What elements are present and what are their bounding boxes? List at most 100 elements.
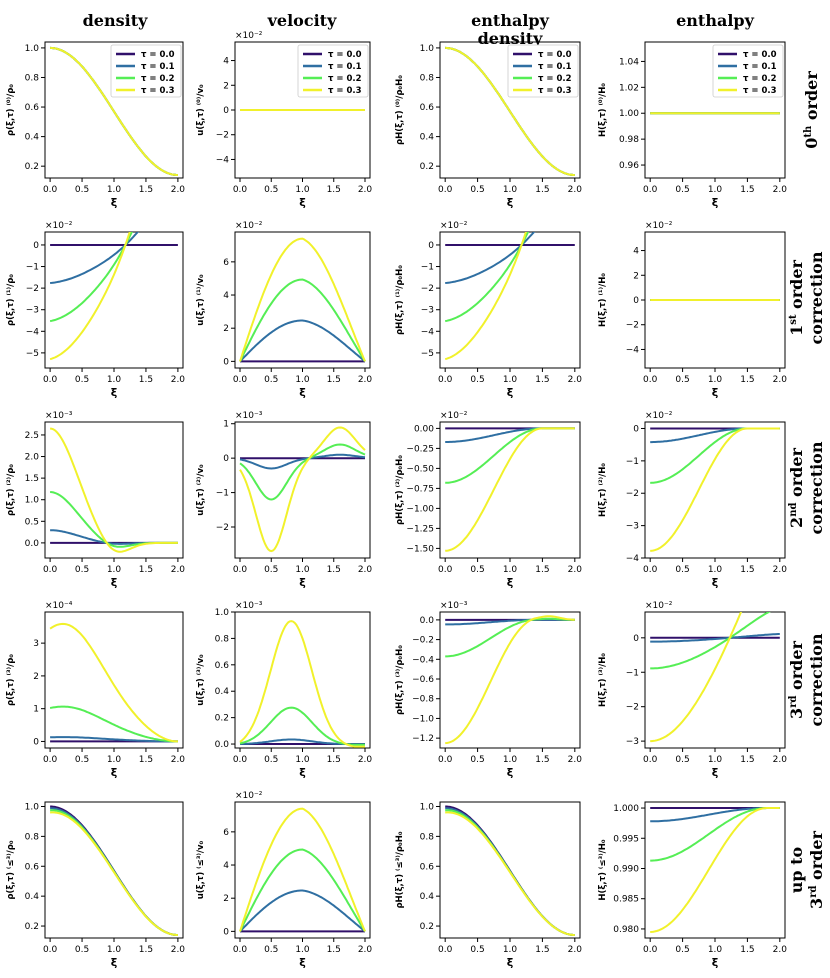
- axis-multiplier: ×10⁻³: [235, 411, 263, 421]
- axis-multiplier: ×10⁻³: [235, 601, 263, 611]
- row-title-sup: rd: [788, 696, 799, 708]
- y-tick-label: 4: [223, 57, 229, 67]
- series-line-tau-3: [445, 46, 575, 176]
- x-tick-label: 2.0: [358, 185, 373, 195]
- y-tick-label: 1.0: [25, 44, 40, 54]
- series-line-tau-3: [445, 811, 575, 936]
- y-tick-label: −3: [421, 306, 434, 316]
- y-tick-label: 3: [33, 639, 39, 649]
- y-tick-label: 1.0: [420, 44, 435, 54]
- y-tick-label: 0.00: [414, 424, 434, 434]
- x-tick-label: 1.5: [139, 375, 153, 385]
- x-tick-label: 2.0: [358, 375, 373, 385]
- x-tick-label: 1.0: [107, 565, 122, 575]
- x-tick-label: 2.0: [773, 185, 788, 195]
- y-tick-label: −0.50: [406, 464, 434, 474]
- row-title: 0th order: [802, 71, 821, 149]
- axis-multiplier: ×10⁻²: [235, 221, 263, 231]
- row-title-line2-main: correction: [807, 251, 826, 344]
- x-tick-label: 2.0: [358, 945, 373, 955]
- panel-r2-c1: 0.0 0.5 1.0 1.5 2.0 ξ −2 −1 0 1 u(ξ,τ) ⁽²⁾/v₀ ×10⁻³: [196, 411, 372, 589]
- y-axis-label: H(ξ,τ) ⁽⁰⁾/H₀: [598, 83, 608, 137]
- axis-multiplier: ×10⁻³: [440, 601, 468, 611]
- legend-label: τ = 0.1: [743, 62, 777, 72]
- x-tick-label: 1.5: [327, 375, 341, 385]
- y-tick-label: 0.2: [420, 922, 434, 932]
- y-tick-label: 0.8: [420, 832, 435, 842]
- x-tick-label: 0.0: [233, 755, 248, 765]
- series-line-tau-3: [50, 811, 178, 936]
- x-tick-label: 1.5: [740, 185, 754, 195]
- x-tick-label: 1.5: [740, 565, 754, 575]
- x-axis-label: ξ: [111, 576, 118, 589]
- column-title: enthalpy: [676, 11, 754, 30]
- panel-r0-c2: 0.0 0.5 1.0 1.5 2.0 ξ 0.2 0.4 0.6 0.8 1.0 ρH(ξ,τ) ⁽…: [395, 41, 582, 209]
- x-axis-label: ξ: [299, 196, 306, 209]
- y-tick-label: 0: [33, 737, 39, 747]
- y-tick-label: 0.96: [619, 161, 639, 171]
- panel-r4-c3: 0.0 0.5 1.0 1.5 2.0 ξ 0.980 0.985 0.990 0.995 1.00…: [598, 801, 787, 969]
- series-line-tau-2: [650, 612, 771, 670]
- series-line-tau-2: [239, 848, 366, 932]
- column-title: velocity: [267, 11, 337, 30]
- x-tick-label: 0.5: [75, 945, 89, 955]
- y-tick-label: −1.00: [406, 504, 434, 514]
- series-line-tau-2: [445, 427, 575, 484]
- x-axis-label: ξ: [712, 576, 719, 589]
- series-line-tau-2: [650, 807, 780, 862]
- row-title: 3rd order correction: [787, 633, 826, 726]
- y-axis-label: u(ξ,τ) ⁽≤³⁾/v₀: [196, 840, 206, 899]
- row-title-line1: 3rd order: [787, 640, 806, 718]
- panel-r0-c3: 0.0 0.5 1.0 1.5 2.0 ξ 0.96 0.98 1.00 1.02 1.04 H(ξ,…: [598, 41, 788, 209]
- x-axis-label: ξ: [712, 386, 719, 399]
- y-tick-label: −1.25: [406, 524, 434, 534]
- series-line-tau-1: [445, 232, 536, 284]
- y-tick-label: 1.0: [215, 608, 230, 618]
- x-tick-label: 1.0: [295, 185, 310, 195]
- x-tick-label: 0.5: [470, 945, 484, 955]
- legend-label: τ = 0.3: [141, 86, 175, 96]
- x-axis-label: ξ: [299, 386, 306, 399]
- y-tick-label: 6: [223, 828, 229, 838]
- axes-frame: [44, 231, 184, 369]
- legend-box: [712, 44, 784, 98]
- y-tick-label: 0.2: [420, 162, 434, 172]
- y-axis-label: H(ξ,τ) ⁽²⁾/H₀: [598, 463, 608, 517]
- y-tick-label: 0: [223, 927, 229, 937]
- x-tick-label: 0.0: [643, 185, 658, 195]
- y-tick-label: 0.6: [420, 103, 435, 113]
- row-title-line2-rest: order: [807, 830, 826, 885]
- panel-r3-c3: 0.0 0.5 1.0 1.5 2.0 ξ −3 −2 −1 0 H(ξ,τ) ⁽³⁾/H₀ ×10⁻…: [598, 601, 787, 779]
- axis-multiplier: ×10⁻²: [235, 791, 263, 801]
- series-line-tau-1: [239, 453, 366, 470]
- x-tick-label: 0.0: [643, 565, 658, 575]
- y-axis-label: ρH(ξ,τ) ⁽³⁾/ρ₀H₀: [395, 645, 405, 715]
- y-tick-label: 0.0: [25, 539, 40, 549]
- y-tick-label: 0.2: [215, 714, 229, 724]
- row-title-line2-sup: rd: [808, 886, 819, 898]
- series-line-tau-1: [239, 319, 366, 363]
- y-tick-label: 1: [33, 705, 39, 715]
- x-tick-label: 2.0: [773, 565, 788, 575]
- panel-r3-c2: 0.0 0.5 1.0 1.5 2.0 ξ −1.2 −1.0 −0.8 −0.6 −0.4 −0.2…: [395, 601, 582, 779]
- y-tick-label: 0.6: [25, 862, 40, 872]
- legend-label: τ = 0.2: [141, 74, 175, 84]
- y-tick-label: 0: [223, 357, 229, 367]
- y-tick-label: 4: [223, 291, 229, 301]
- series-line-tau-3: [239, 237, 366, 362]
- x-tick-label: 2.0: [171, 565, 186, 575]
- y-tick-label: 0.5: [25, 517, 39, 527]
- row-title-main: up to: [787, 846, 806, 893]
- y-tick-label: −0.4: [412, 655, 434, 665]
- legend-label: τ = 0.2: [328, 74, 362, 84]
- x-axis-label: ξ: [111, 766, 118, 779]
- y-tick-label: 2.0: [25, 453, 40, 463]
- y-tick-label: −2: [421, 284, 434, 294]
- x-tick-label: 0.0: [233, 185, 248, 195]
- row-title-line2: correction: [807, 251, 826, 344]
- row-title-line2: 3rd order: [807, 830, 826, 908]
- y-tick-label: 0.8: [25, 832, 40, 842]
- x-tick-label: 2.0: [568, 755, 583, 765]
- y-tick-label: 1.0: [25, 496, 40, 506]
- legend-box: [297, 44, 369, 98]
